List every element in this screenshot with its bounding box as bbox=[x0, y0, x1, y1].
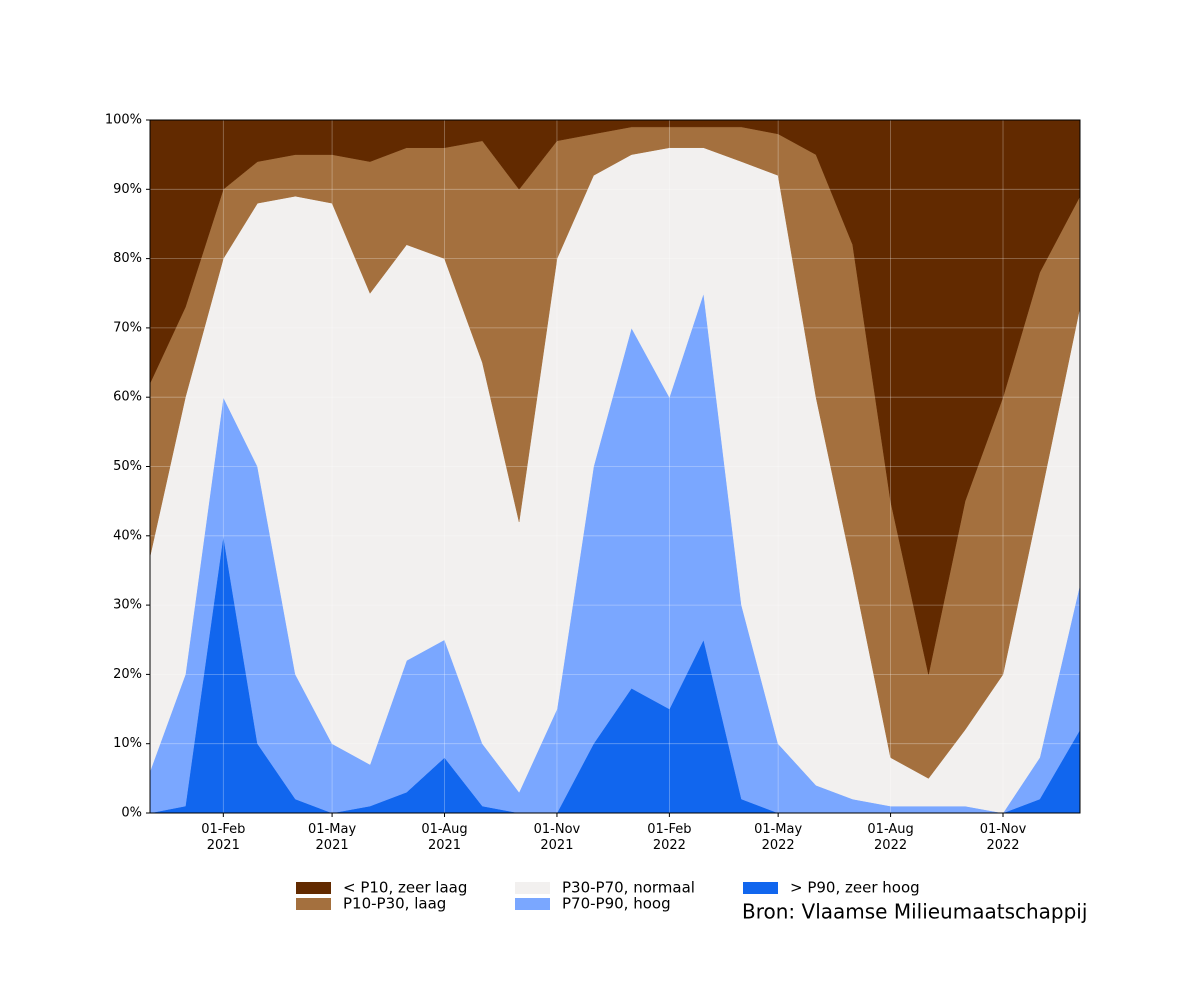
x-tick-label: 01-Aug 2021 bbox=[421, 822, 467, 853]
legend-label: P30-P70, normaal bbox=[562, 879, 695, 897]
y-tick-label: 30% bbox=[113, 598, 142, 613]
legend-label: P70-P90, hoog bbox=[562, 895, 671, 913]
y-tick-label: 60% bbox=[113, 390, 142, 405]
y-tick-label: 40% bbox=[113, 528, 142, 543]
y-tick-label: 100% bbox=[105, 113, 142, 128]
legend-swatch bbox=[296, 898, 331, 910]
plot-frame bbox=[149, 119, 1081, 814]
legend-label: P10-P30, laag bbox=[343, 895, 446, 913]
x-tick-label: 01-Feb 2022 bbox=[647, 822, 691, 853]
source-note: Bron: Vlaamse Milieumaatschappij bbox=[742, 900, 1087, 924]
legend-swatch bbox=[515, 898, 550, 910]
y-tick-label: 90% bbox=[113, 182, 142, 197]
x-tick-label: 01-May 2022 bbox=[754, 822, 802, 853]
legend-swatch bbox=[296, 882, 331, 894]
legend-label: > P90, zeer hoog bbox=[790, 879, 920, 897]
y-tick-label: 10% bbox=[113, 736, 142, 751]
x-tick-label: 01-Aug 2022 bbox=[867, 822, 913, 853]
legend-swatch bbox=[515, 882, 550, 894]
y-tick-label: 0% bbox=[121, 806, 142, 821]
x-tick-label: 01-Nov 2021 bbox=[534, 822, 581, 853]
legend-label: < P10, zeer laag bbox=[343, 879, 467, 897]
x-tick-label: 01-Nov 2022 bbox=[980, 822, 1027, 853]
legend-swatch bbox=[743, 882, 778, 894]
y-tick-label: 70% bbox=[113, 320, 142, 335]
x-tick-label: 01-May 2021 bbox=[308, 822, 356, 853]
y-tick-label: 20% bbox=[113, 667, 142, 682]
y-tick-label: 50% bbox=[113, 459, 142, 474]
y-tick-label: 80% bbox=[113, 251, 142, 266]
x-tick-label: 01-Feb 2021 bbox=[201, 822, 245, 853]
